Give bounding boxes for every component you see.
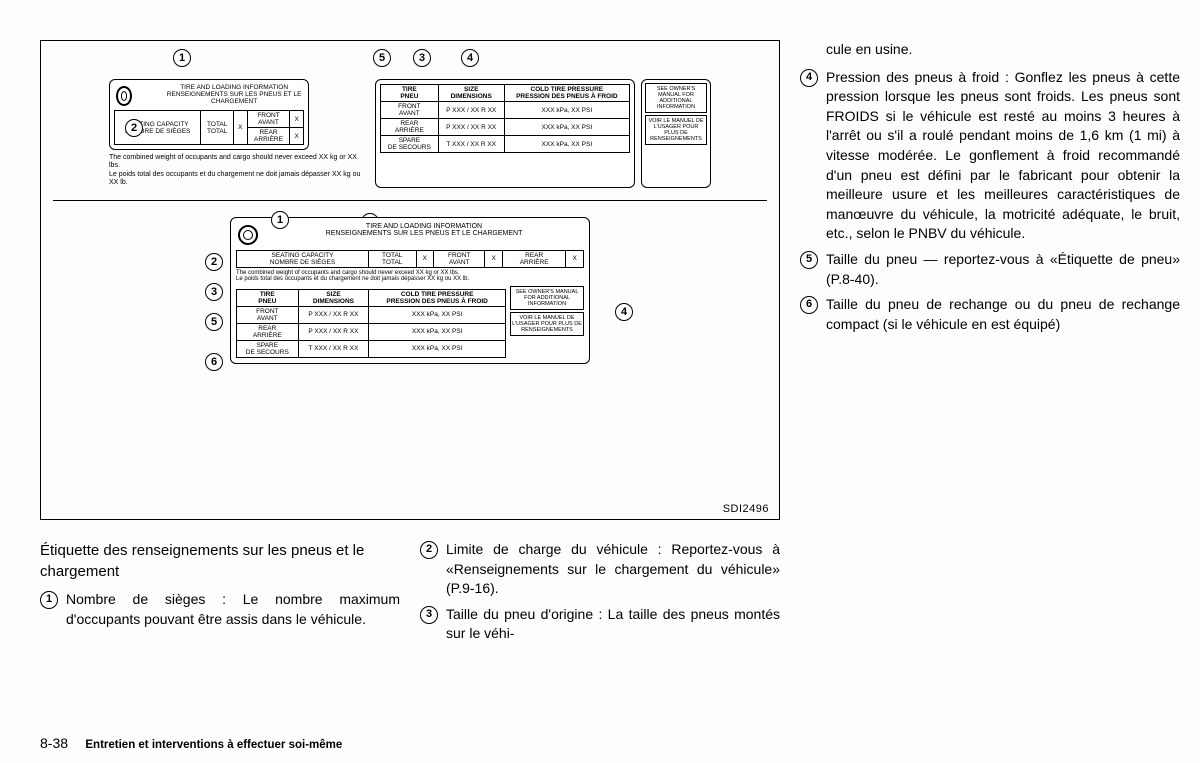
section-title: Entretien et interventions à effectuer s… [85, 739, 342, 751]
figure-title: Étiquette des renseignements sur les pne… [40, 540, 400, 582]
item-5-text: Taille du pneu — reportez-vous à «Étique… [826, 250, 1180, 289]
seating-header-en: TIRE AND LOADING INFORMATION [164, 84, 304, 91]
callout-3-bot: 3 [205, 283, 223, 301]
tire-icon [238, 225, 258, 245]
placard-top-row: 1 5 3 4 2 6 TIRE AND LOADING INFORMATION [53, 53, 767, 188]
callout-5-top: 5 [373, 49, 391, 67]
column-3: cule en usine. 4 Pression des pneus à fr… [800, 40, 1180, 520]
bullet-5-icon: 5 [800, 251, 818, 269]
page-footer: 8-38 Entretien et interventions à effect… [40, 735, 342, 751]
item-6-text: Taille du pneu de rechange ou du pneu de… [826, 295, 1180, 334]
item-1-text: Nombre de sièges : Le nombre maximum d'o… [66, 590, 400, 629]
callout-5-bot: 5 [205, 313, 223, 331]
bullet-1-icon: 1 [40, 591, 58, 609]
item3-continuation: cule en usine. [800, 40, 1180, 60]
seating-header-fr: RENSEIGNEMENTS SUR LES PNEUS ET LE CHARG… [164, 91, 304, 105]
callout-1-bot: 1 [271, 211, 289, 229]
callout-2-top: 2 [125, 119, 143, 137]
column-2: 2 Limite de charge du véhicule : Reporte… [420, 540, 780, 650]
callout-4-top: 4 [461, 49, 479, 67]
item-4-text: Pression des pneus à froid : Gonflez les… [826, 68, 1180, 244]
tire-icon [116, 86, 132, 106]
column-1: Étiquette des renseignements sur les pne… [40, 540, 400, 650]
bullet-2-icon: 2 [420, 541, 438, 559]
bullet-3-icon: 3 [420, 606, 438, 624]
callout-1-top: 1 [173, 49, 191, 67]
tire-placard-figure: 1 5 3 4 2 6 TIRE AND LOADING INFORMATION [40, 40, 780, 520]
callout-2-bot: 2 [205, 253, 223, 271]
bullet-4-icon: 4 [800, 69, 818, 87]
owners-manual-card: SEE OWNER'S MANUAL FOR ADDITIONAL INFORM… [641, 79, 711, 188]
dimensions-card: TIREPNEU SIZEDIMENSIONS COLD TIRE PRESSU… [375, 79, 635, 188]
callout-3-top: 3 [413, 49, 431, 67]
seating-card: TIRE AND LOADING INFORMATION RENSEIGNEME… [109, 79, 369, 188]
item-3-text: Taille du pneu d'origine : La taille des… [446, 605, 780, 644]
stacked-placard: TIRE AND LOADING INFORMATION RENSEIGNEME… [230, 217, 590, 364]
callout-6-bot: 6 [205, 353, 223, 371]
placard-bottom-row: 1 2 3 5 6 4 TIRE AND LOADING INFORMATION… [53, 213, 767, 364]
weight-note: The combined weight of occupants and car… [109, 154, 369, 188]
bullet-6-icon: 6 [800, 296, 818, 314]
callout-4-bot: 4 [615, 303, 633, 321]
item-2-text: Limite de charge du véhicule : Reportez-… [446, 540, 780, 599]
figure-code: SDI2496 [723, 503, 769, 515]
figure-divider [53, 200, 767, 201]
page-number: 8-38 [40, 735, 68, 751]
